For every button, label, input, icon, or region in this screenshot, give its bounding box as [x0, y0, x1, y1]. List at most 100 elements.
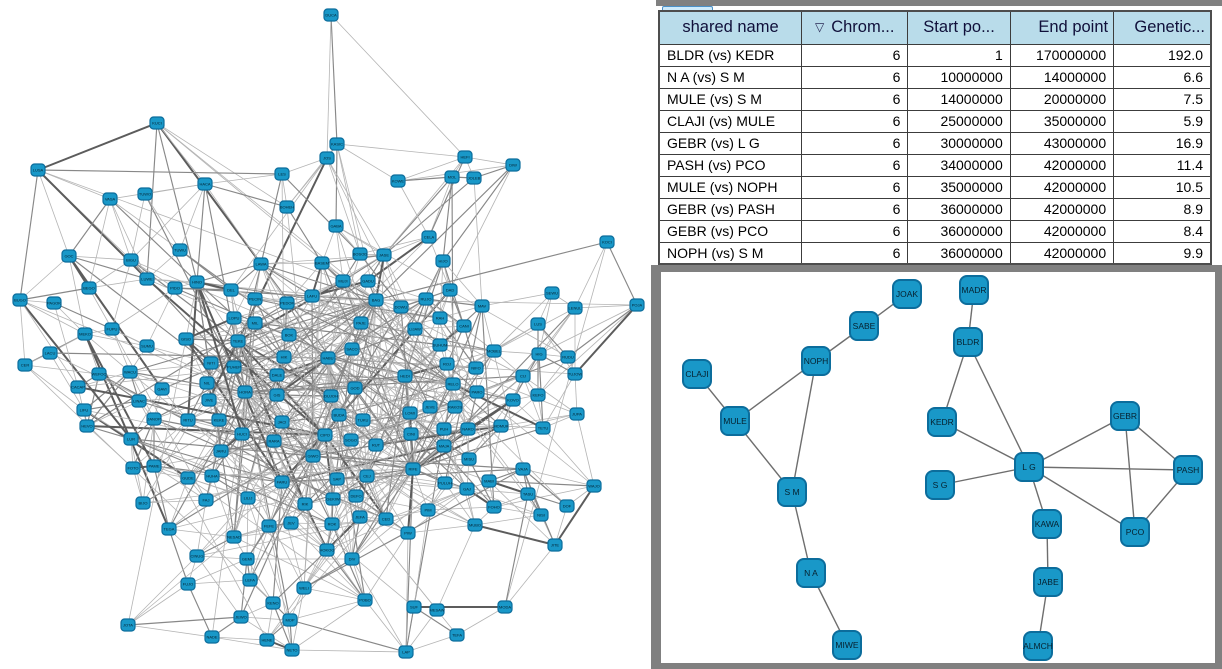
- network-edge[interactable]: [127, 338, 187, 626]
- network-edge[interactable]: [19, 287, 90, 301]
- network-edge[interactable]: [153, 399, 210, 420]
- network-node[interactable]: MIL: [247, 316, 263, 330]
- network-node[interactable]: LACU: [42, 346, 58, 360]
- network-edge[interactable]: [37, 169, 70, 257]
- network-node[interactable]: KOVO: [505, 393, 521, 407]
- network-edge[interactable]: [111, 259, 132, 330]
- network-edge[interactable]: [196, 183, 206, 283]
- network-edge[interactable]: [196, 281, 243, 435]
- network-edge[interactable]: [427, 509, 476, 526]
- network-node[interactable]: BUGO: [12, 293, 28, 307]
- network-node[interactable]: PIM: [420, 503, 436, 517]
- network-edge[interactable]: [436, 524, 476, 611]
- network-edge[interactable]: [211, 468, 414, 477]
- network-node[interactable]: TEFA: [449, 628, 465, 642]
- network-edge[interactable]: [327, 298, 427, 359]
- network-edge[interactable]: [205, 455, 314, 501]
- network-edge[interactable]: [351, 495, 357, 560]
- network-edge[interactable]: [185, 338, 239, 342]
- network-edge[interactable]: [146, 278, 377, 301]
- network-edge[interactable]: [179, 249, 232, 291]
- network-node[interactable]: NADE: [204, 630, 220, 644]
- network-node[interactable]: LUR: [123, 432, 139, 446]
- network-edge[interactable]: [88, 278, 148, 289]
- network-node[interactable]: JASE: [376, 248, 392, 262]
- network-node[interactable]: LUSA: [30, 163, 46, 177]
- network-node[interactable]: RUT: [368, 438, 384, 452]
- network-edge[interactable]: [153, 465, 213, 477]
- network-edge[interactable]: [260, 173, 283, 265]
- network-edge[interactable]: [196, 555, 242, 618]
- network-edge[interactable]: [488, 425, 502, 482]
- network-edge[interactable]: [428, 176, 453, 238]
- network-node[interactable]: S G: [925, 470, 955, 500]
- network-node[interactable]: MEKO: [77, 327, 93, 341]
- network-node[interactable]: MISU: [461, 452, 477, 466]
- network-edge[interactable]: [425, 298, 477, 369]
- network-edge[interactable]: [130, 183, 206, 261]
- network-node[interactable]: GEBR: [1110, 401, 1140, 431]
- network-edge[interactable]: [246, 558, 274, 604]
- network-node[interactable]: ROK: [324, 517, 340, 531]
- network-edge[interactable]: [230, 143, 338, 291]
- network-edge[interactable]: [84, 333, 148, 347]
- network-edge[interactable]: [375, 299, 468, 490]
- network-node[interactable]: MOMUK: [493, 419, 509, 433]
- table-cell[interactable]: CLAJI (vs) MULE: [658, 109, 803, 133]
- network-edge[interactable]: [375, 254, 385, 446]
- network-node[interactable]: KEDR: [927, 407, 957, 437]
- network-node[interactable]: BOSOD: [352, 247, 368, 261]
- network-node[interactable]: JACI: [274, 415, 290, 429]
- network-edge[interactable]: [37, 169, 283, 175]
- network-edge[interactable]: [68, 198, 111, 257]
- network-node[interactable]: NITI: [203, 356, 219, 370]
- network-node[interactable]: JEV: [283, 516, 299, 530]
- network-edge[interactable]: [311, 295, 456, 408]
- network-edge[interactable]: [326, 157, 361, 255]
- table-cell[interactable]: 9.9: [1113, 241, 1212, 265]
- network-edge[interactable]: [331, 375, 406, 525]
- network-node[interactable]: MOBEL: [486, 344, 502, 358]
- network-edge[interactable]: [240, 558, 248, 618]
- network-node[interactable]: MADR: [959, 275, 989, 305]
- table-tab[interactable]: [662, 6, 713, 11]
- network-node[interactable]: GAVI: [154, 382, 170, 396]
- network-edge[interactable]: [281, 173, 361, 255]
- table-cell[interactable]: 14000000: [1009, 65, 1115, 89]
- network-edge[interactable]: [383, 254, 402, 308]
- network-edge[interactable]: [504, 241, 608, 608]
- network-edge[interactable]: [37, 169, 344, 282]
- network-node[interactable]: VAJA: [515, 462, 531, 476]
- network-edge[interactable]: [83, 400, 140, 411]
- table-row[interactable]: GEBR (vs) L G 6 30000000 43000000 16.9: [658, 131, 1212, 155]
- network-node[interactable]: POJA: [629, 298, 645, 312]
- column-header[interactable]: ▽ Chrom...: [801, 10, 909, 45]
- network-node[interactable]: TUJOW: [567, 367, 583, 381]
- table-cell[interactable]: GEBR (vs) PASH: [658, 197, 803, 221]
- network-node[interactable]: TEKE: [230, 334, 246, 348]
- network-edge[interactable]: [168, 391, 246, 530]
- network-edge[interactable]: [522, 468, 568, 507]
- network-node[interactable]: S M: [777, 477, 807, 507]
- network-edge[interactable]: [351, 482, 446, 560]
- network-edge[interactable]: [452, 383, 544, 429]
- network-edge[interactable]: [84, 333, 170, 530]
- network-node[interactable]: LES: [274, 167, 290, 181]
- table-row[interactable]: NOPH (vs) S M 6 36000000 42000000 9.9: [658, 241, 1212, 265]
- network-edge[interactable]: [537, 353, 540, 396]
- network-node[interactable]: HABU: [320, 351, 336, 365]
- network-edge[interactable]: [88, 198, 111, 289]
- network-node[interactable]: HORA: [237, 385, 253, 399]
- network-edge[interactable]: [168, 528, 189, 585]
- network-edge[interactable]: [109, 198, 132, 261]
- network-edge[interactable]: [303, 350, 495, 589]
- network-edge[interactable]: [359, 236, 430, 255]
- network-node[interactable]: CER: [17, 358, 33, 372]
- network-edge[interactable]: [375, 299, 454, 385]
- network-edge[interactable]: [464, 156, 514, 166]
- network-edge[interactable]: [367, 280, 427, 300]
- network-edge[interactable]: [442, 176, 453, 262]
- network-edge[interactable]: [153, 465, 170, 530]
- network-edge[interactable]: [83, 409, 132, 440]
- network-edge[interactable]: [312, 455, 334, 500]
